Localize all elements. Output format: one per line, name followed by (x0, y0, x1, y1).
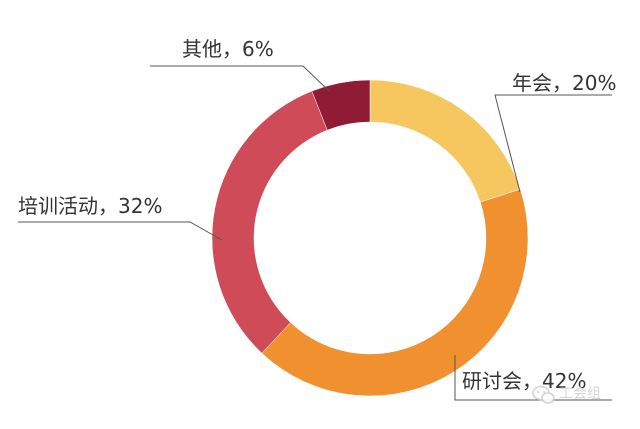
leader-line-1 (494, 94, 612, 193)
slice-labels: 年会，20% 研讨会，42% 培训活动，32% 其他，6% (18, 37, 616, 393)
slice-4 (311, 79, 371, 131)
slice-label-2: 研讨会，42% (462, 369, 586, 393)
leader-line-2 (454, 355, 612, 401)
wechat-icon (532, 385, 555, 404)
slice-1 (369, 79, 521, 203)
slice-label-4: 其他，6% (182, 37, 274, 61)
donut-slices (211, 79, 529, 397)
slice-2 (261, 188, 529, 397)
slice-label-1: 年会，20% (512, 71, 616, 95)
leader-line-3 (18, 221, 223, 241)
leader-lines (18, 65, 612, 401)
slice-3 (211, 90, 328, 354)
slice-label-3: 培训活动，32% (18, 194, 162, 218)
watermark-text: 工会组 (559, 386, 601, 402)
watermark: 工会组 (532, 385, 601, 404)
leader-line-4 (150, 65, 330, 92)
